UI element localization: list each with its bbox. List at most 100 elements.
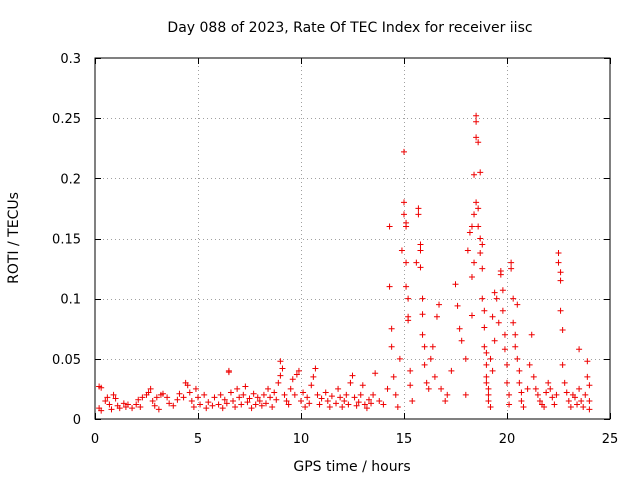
- data-point: [339, 403, 346, 410]
- data-point: [277, 372, 284, 379]
- data-point: [508, 265, 515, 272]
- data-point: [291, 391, 298, 398]
- data-point: [557, 307, 564, 314]
- data-point: [396, 355, 403, 362]
- data-point: [195, 394, 201, 401]
- data-point: [510, 319, 517, 326]
- data-point: [176, 390, 183, 397]
- data-point: [135, 396, 142, 403]
- data-point: [298, 397, 304, 404]
- data-point: [242, 383, 249, 390]
- data-point: [481, 324, 488, 331]
- data-point: [359, 382, 366, 389]
- data-point: [417, 241, 424, 248]
- data-point: [250, 390, 257, 397]
- data-point: [357, 391, 364, 398]
- x-tick-label: 0: [91, 432, 99, 447]
- data-point: [269, 403, 276, 410]
- data-point: [314, 391, 321, 398]
- data-point: [549, 394, 556, 401]
- x-tick-label: 15: [396, 432, 413, 447]
- data-point: [401, 148, 407, 155]
- data-point: [98, 384, 105, 391]
- data-point: [452, 281, 459, 288]
- data-point: [489, 313, 496, 320]
- data-point: [262, 400, 269, 407]
- data-point: [407, 367, 414, 374]
- data-point: [234, 385, 241, 392]
- data-point: [388, 325, 395, 332]
- data-point: [258, 402, 265, 409]
- data-point: [98, 407, 105, 414]
- data-point: [376, 397, 383, 404]
- data-point: [316, 401, 323, 408]
- data-point: [551, 401, 558, 408]
- data-point: [277, 358, 284, 365]
- data-point: [368, 400, 375, 407]
- data-point: [102, 397, 109, 404]
- data-point: [563, 389, 570, 396]
- data-point: [405, 313, 412, 320]
- data-point: [559, 361, 566, 368]
- data-point: [487, 403, 494, 410]
- data-point: [312, 365, 319, 372]
- data-point: [417, 264, 424, 271]
- data-point: [256, 397, 263, 404]
- data-point: [464, 247, 471, 254]
- data-point: [293, 371, 300, 378]
- data-point: [534, 391, 541, 398]
- data-point: [139, 394, 146, 401]
- y-tick-label: 0.1: [60, 293, 81, 308]
- data-point: [246, 395, 253, 402]
- data-point: [398, 247, 405, 254]
- data-point: [403, 259, 410, 266]
- data-point: [244, 399, 251, 406]
- grid-lines: [95, 58, 610, 419]
- data-point: [225, 369, 232, 376]
- data-point: [473, 134, 480, 141]
- data-point: [586, 397, 593, 404]
- data-point: [409, 397, 416, 404]
- y-axis-label: ROTI / TECUs: [6, 192, 22, 284]
- data-point: [355, 399, 362, 406]
- data-point: [363, 405, 370, 412]
- data-point: [462, 391, 469, 398]
- data-point: [287, 385, 294, 392]
- data-point: [343, 391, 350, 398]
- data-point: [401, 211, 407, 218]
- data-point: [504, 379, 510, 386]
- data-point: [415, 211, 422, 218]
- data-point: [524, 385, 531, 392]
- data-point: [547, 385, 554, 392]
- data-point: [388, 343, 395, 350]
- data-point: [456, 325, 463, 332]
- data-point: [584, 358, 591, 365]
- data-point: [530, 373, 537, 380]
- data-point: [159, 390, 166, 397]
- data-point: [110, 391, 117, 398]
- data-point: [153, 394, 160, 401]
- data-point: [462, 355, 469, 362]
- data-point: [240, 391, 247, 398]
- data-point: [425, 385, 432, 392]
- x-tick-label: 10: [293, 432, 310, 447]
- data-point: [497, 271, 504, 278]
- data-point: [310, 373, 317, 380]
- data-point: [485, 391, 492, 398]
- data-point: [499, 307, 506, 314]
- data-point: [190, 403, 197, 410]
- data-point: [557, 277, 564, 284]
- data-point: [300, 389, 307, 396]
- data-point: [473, 199, 480, 206]
- data-point: [386, 223, 393, 230]
- data-point: [512, 343, 519, 350]
- data-point: [201, 391, 208, 398]
- data-point: [431, 373, 438, 380]
- data-point: [421, 343, 428, 350]
- data-point: [203, 405, 210, 412]
- data-point: [545, 379, 552, 386]
- data-point: [536, 397, 543, 404]
- data-point: [429, 343, 436, 350]
- data-point: [584, 373, 591, 380]
- data-point: [104, 394, 111, 401]
